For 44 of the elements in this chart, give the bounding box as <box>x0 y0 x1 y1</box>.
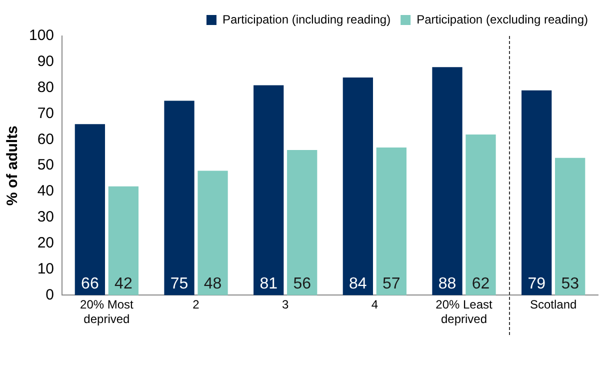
x-tick-label: Scotland <box>530 298 577 312</box>
x-tick-label: 3 <box>282 298 290 312</box>
bar <box>522 90 552 296</box>
bar <box>555 158 586 296</box>
data-label: 88 <box>438 276 456 293</box>
bar <box>108 186 139 296</box>
data-label: 66 <box>81 276 99 293</box>
bar <box>74 124 106 296</box>
bar <box>198 170 228 296</box>
y-tick-label: 30 <box>37 208 54 226</box>
data-label: 84 <box>349 276 367 293</box>
data-label: 75 <box>170 276 188 293</box>
bar <box>287 150 318 296</box>
data-label: 53 <box>561 276 580 293</box>
bar <box>164 100 194 296</box>
data-label: 79 <box>528 276 546 293</box>
data-label: 62 <box>472 276 490 293</box>
x-tick-label: 2 <box>192 298 200 312</box>
legend-label: Participation (excluding reading) <box>416 12 588 26</box>
y-tick-label: 50 <box>37 156 54 174</box>
bar <box>342 77 374 296</box>
y-tick-label: 60 <box>37 130 54 148</box>
data-label: 56 <box>293 276 312 293</box>
data-label: 48 <box>204 276 222 293</box>
y-axis-title: % of adults <box>4 126 22 206</box>
legend-label: Participation (including reading) <box>222 12 391 26</box>
data-label: 42 <box>114 276 132 293</box>
bar <box>432 67 462 296</box>
bar <box>466 134 496 296</box>
bar <box>254 85 284 296</box>
y-tick-label: 0 <box>46 286 54 304</box>
x-tick-label: 20% Least deprived <box>436 298 494 326</box>
y-tick-label: 70 <box>37 104 54 122</box>
x-tick-label: 20% Most deprived <box>80 298 134 326</box>
y-tick-label: 40 <box>37 182 54 200</box>
x-tick-label: 4 <box>371 298 378 312</box>
y-tick-label: 20 <box>37 234 54 252</box>
y-tick-label: 10 <box>37 260 54 278</box>
data-label: 57 <box>382 276 400 293</box>
y-tick-label: 100 <box>28 27 54 44</box>
y-tick-label: 80 <box>37 78 54 96</box>
bar <box>376 147 406 296</box>
data-label: 81 <box>260 276 278 293</box>
y-tick-label: 90 <box>37 53 54 70</box>
